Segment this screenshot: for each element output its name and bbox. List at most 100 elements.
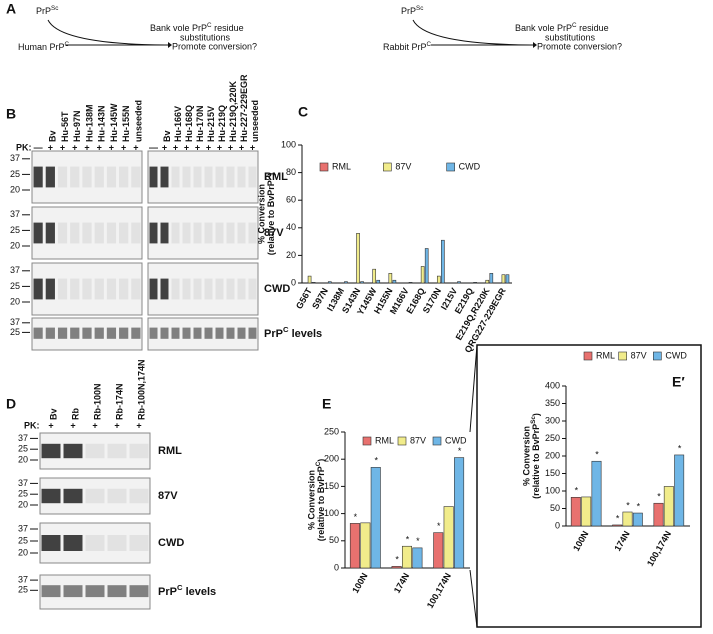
blot-band [33, 166, 43, 188]
legend-swatch [383, 162, 392, 172]
blot-band [182, 166, 191, 188]
legend-label: CWD [665, 350, 687, 360]
lane-label: Rb [70, 408, 80, 420]
blot-band [131, 166, 141, 188]
blot-band [70, 222, 80, 244]
bar [372, 268, 377, 284]
blot-band [70, 166, 80, 188]
blot-band [82, 327, 92, 339]
bar [433, 532, 444, 569]
bar [443, 506, 454, 569]
substitution-label-sup: C [207, 22, 212, 29]
pk-symbol: + [70, 420, 75, 430]
blot-band [106, 278, 117, 300]
y-tick-label: 0 [334, 562, 339, 572]
y-tick-label: 60 [286, 195, 296, 205]
levels-label: PrPC levels [158, 583, 216, 598]
blot-band [106, 166, 117, 188]
seed-label: PrPSc [36, 5, 58, 16]
blot-band [171, 278, 180, 300]
substrate-label-sup: C [427, 41, 432, 48]
legend-label: 87V [631, 350, 647, 360]
blot-band [160, 166, 169, 188]
lane-label: Hu-219Q [217, 105, 227, 142]
pk-symbol: + [97, 142, 102, 152]
blot-band [82, 166, 92, 188]
blot-band [41, 443, 61, 459]
blot-band [57, 327, 68, 339]
bar [401, 545, 413, 569]
significance-mark: * [616, 513, 620, 523]
mw-marker: 25 [10, 327, 20, 337]
y-axis-label-sup: C [315, 461, 322, 466]
y-tick-label: 250 [545, 433, 560, 443]
pk-symbol: + [92, 420, 97, 430]
x-tick-label: 174N [392, 571, 411, 595]
bar [376, 279, 381, 284]
bar [457, 281, 461, 284]
lane-label: Hu-168Q [184, 105, 194, 142]
pk-symbol: + [239, 142, 244, 152]
pk-symbol: + [173, 142, 178, 152]
pk-symbol: + [217, 142, 222, 152]
lane-label: Hu-170N [195, 105, 205, 142]
substitution-label: Bank vole PrPC residue [150, 22, 244, 33]
levels-label-part: PrP [264, 328, 283, 340]
blot-band [70, 278, 80, 300]
substrate-label-part: Human PrP [18, 42, 65, 52]
legend-swatch [319, 162, 329, 172]
lane-label: Hu-166V [173, 106, 183, 142]
y-axis-label: (relative to BvPrPC) [265, 173, 276, 256]
blot-band [106, 222, 117, 244]
blot-band [85, 488, 105, 504]
y-tick-label: 150 [324, 481, 339, 491]
legend-swatch [446, 162, 455, 172]
blot-band [63, 443, 83, 459]
blot-band [149, 166, 158, 188]
blot-band [119, 166, 129, 188]
blot-band [82, 222, 92, 244]
blot-band [94, 327, 104, 339]
legend-swatch [432, 436, 442, 446]
y-tick-label: 40 [286, 222, 296, 232]
y-axis-label-part: ) [266, 173, 276, 176]
mw-marker: 37 [10, 265, 20, 275]
blot-band [160, 222, 169, 244]
mw-marker: 20 [18, 499, 28, 509]
y-axis-label: (relative to BvPrPSc) [530, 413, 541, 499]
blot-band [149, 327, 158, 339]
pk-symbol: — [149, 142, 158, 152]
arrow-head [168, 42, 172, 48]
pk-symbol: — [34, 142, 43, 152]
y-axis-label-part: (relative to BvPrP [266, 180, 276, 255]
y-tick-label: 20 [286, 250, 296, 260]
mw-marker: 25 [18, 444, 28, 454]
substrate-label: Human PrPC [18, 41, 70, 52]
bar [501, 274, 506, 284]
blot-band [119, 222, 129, 244]
y-tick-label: 200 [545, 450, 560, 460]
question-label: Promote conversion? [172, 41, 257, 51]
pk-symbol: + [121, 142, 126, 152]
y-tick-label: 350 [545, 398, 560, 408]
pk-label: PK: [16, 142, 32, 152]
y-tick-label: 100 [324, 508, 339, 518]
mw-marker: 37 [18, 433, 28, 443]
pk-symbol: + [250, 142, 255, 152]
bar [489, 273, 494, 284]
blot-band [248, 222, 257, 244]
blot-band [70, 327, 80, 339]
inset-connector [469, 569, 478, 628]
y-axis-label-sup: Sc [530, 416, 537, 424]
blot-band [237, 166, 246, 188]
y-tick-label: 200 [324, 454, 339, 464]
blot-band [45, 278, 55, 300]
blot-band [237, 278, 246, 300]
bar [485, 279, 490, 284]
mw-marker: 37 [10, 153, 20, 163]
blot-band [94, 278, 104, 300]
mw-marker: 20 [10, 240, 20, 250]
panel-label: E [322, 396, 331, 412]
y-axis-label-part: ) [316, 459, 326, 462]
